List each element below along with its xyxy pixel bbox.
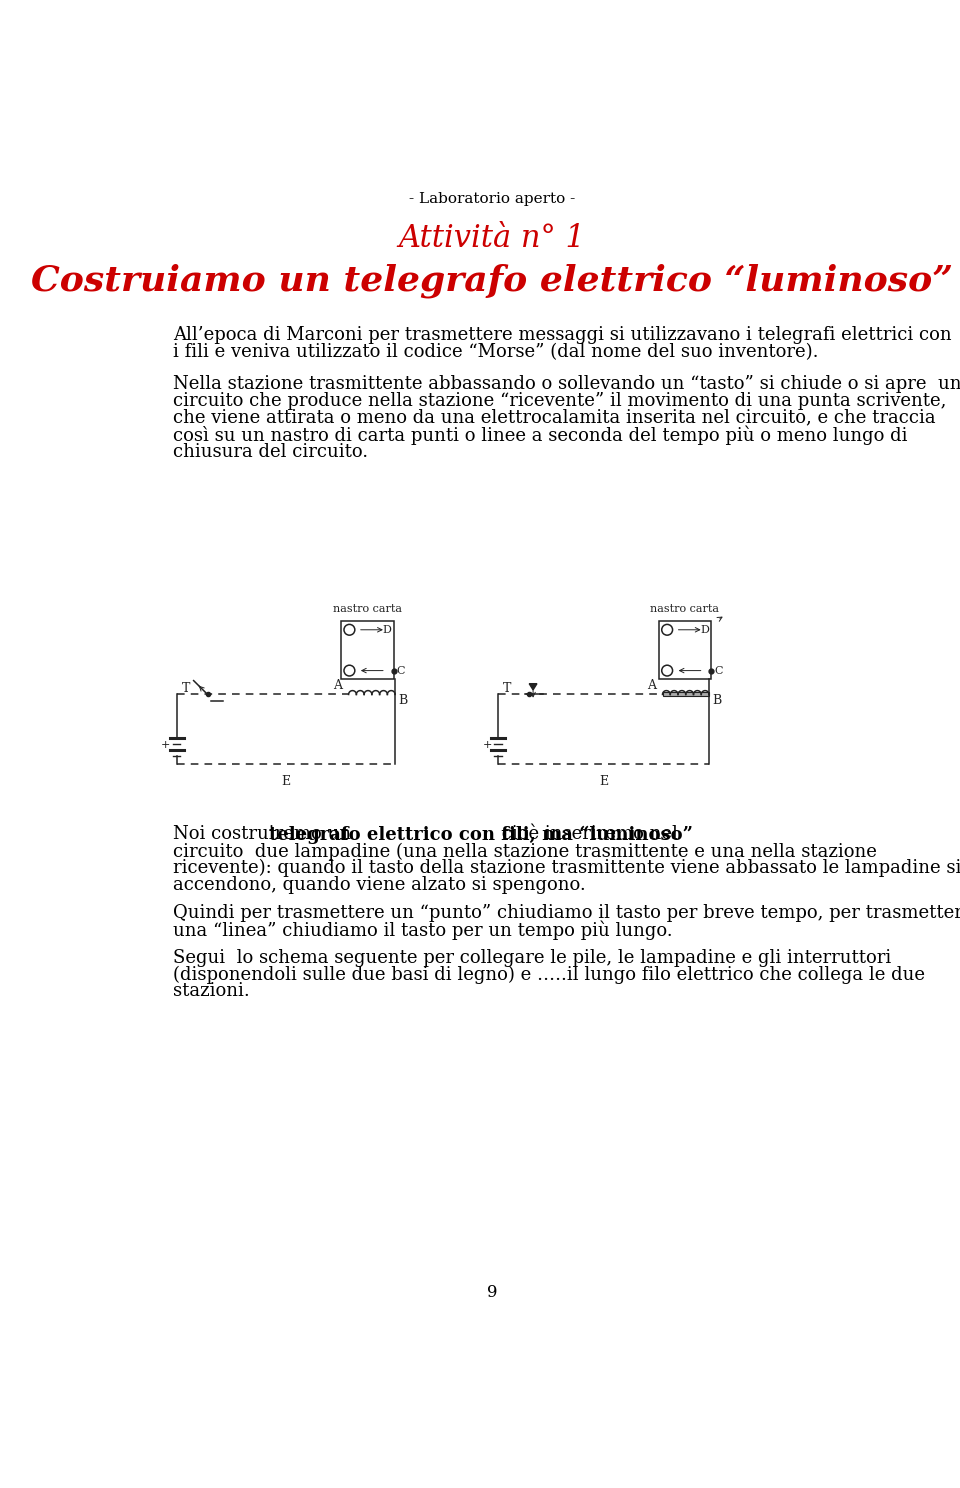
Text: circuito  due lampadine (una nella stazione trasmittente e una nella stazione: circuito due lampadine (una nella stazio…: [173, 842, 876, 860]
Text: circuito che produce nella stazione “ricevente” il movimento di una punta scrive: circuito che produce nella stazione “ric…: [173, 391, 946, 409]
Text: D: D: [701, 625, 709, 635]
Text: Noi costruiremo un: Noi costruiremo un: [173, 826, 356, 844]
Text: i fili e veniva utilizzato il codice “Morse” (dal nome del suo inventore).: i fili e veniva utilizzato il codice “Mo…: [173, 344, 818, 362]
Text: B: B: [398, 693, 407, 707]
Text: nastro carta: nastro carta: [651, 604, 719, 613]
Text: Segui  lo schema seguente per collegare le pile, le lampadine e gli interruttori: Segui lo schema seguente per collegare l…: [173, 948, 891, 967]
Text: che viene attirata o meno da una elettrocalamita inserita nel circuito, e che tr: che viene attirata o meno da una elettro…: [173, 409, 935, 427]
Text: +: +: [161, 741, 171, 750]
Text: nastro carta: nastro carta: [333, 604, 401, 613]
Text: Quindi per trasmettere un “punto” chiudiamo il tasto per breve tempo, per trasme: Quindi per trasmettere un “punto” chiudi…: [173, 903, 960, 923]
Text: A: A: [647, 679, 656, 692]
Bar: [341, 622, 394, 679]
Text: telegrafo elettrico con fili, ma “luminoso”: telegrafo elettrico con fili, ma “lumino…: [269, 826, 693, 844]
Text: C: C: [714, 665, 723, 676]
Text: accendono, quando viene alzato si spengono.: accendono, quando viene alzato si spengo…: [173, 876, 586, 894]
Text: ricevente): quando il tasto della stazione trasmittente viene abbassato le lampa: ricevente): quando il tasto della stazio…: [173, 859, 960, 878]
Text: (disponendoli sulle due basi di legno) e …..il lungo filo elettrico che collega : (disponendoli sulle due basi di legno) e…: [173, 966, 924, 984]
Text: A: A: [333, 679, 343, 692]
Text: stazioni.: stazioni.: [173, 982, 250, 1000]
Bar: [659, 622, 711, 679]
Text: E: E: [599, 775, 609, 787]
Circle shape: [661, 625, 673, 635]
Text: 9: 9: [487, 1284, 497, 1301]
Text: chiusura del circuito.: chiusura del circuito.: [173, 442, 368, 461]
Text: B: B: [712, 693, 721, 707]
Text: cioè inseriremo nel: cioè inseriremo nel: [495, 826, 678, 844]
Circle shape: [344, 665, 355, 676]
Text: +: +: [483, 741, 492, 750]
Text: T: T: [503, 682, 512, 695]
Text: E: E: [281, 775, 291, 787]
Text: All’epoca di Marconi per trasmettere messaggi si utilizzavano i telegrafi elettr: All’epoca di Marconi per trasmettere mes…: [173, 326, 951, 344]
Polygon shape: [529, 683, 537, 690]
Circle shape: [661, 665, 673, 676]
Text: Costruiamo un telegrafo elettrico “luminoso”: Costruiamo un telegrafo elettrico “lumin…: [31, 263, 953, 298]
Text: così su un nastro di carta punti o linee a seconda del tempo più o meno lungo di: così su un nastro di carta punti o linee…: [173, 426, 907, 445]
Circle shape: [344, 625, 355, 635]
Bar: [662, 692, 709, 696]
Text: C: C: [396, 665, 405, 676]
Text: Attività n° 1: Attività n° 1: [398, 223, 586, 254]
Text: una “linea” chiudiamo il tasto per un tempo più lungo.: una “linea” chiudiamo il tasto per un te…: [173, 921, 672, 940]
Text: Nella stazione trasmittente abbassando o sollevando un “tasto” si chiude o si ap: Nella stazione trasmittente abbassando o…: [173, 375, 960, 393]
Text: - Laboratorio aperto -: - Laboratorio aperto -: [409, 192, 575, 207]
Text: T: T: [181, 682, 190, 695]
Text: D: D: [383, 625, 392, 635]
